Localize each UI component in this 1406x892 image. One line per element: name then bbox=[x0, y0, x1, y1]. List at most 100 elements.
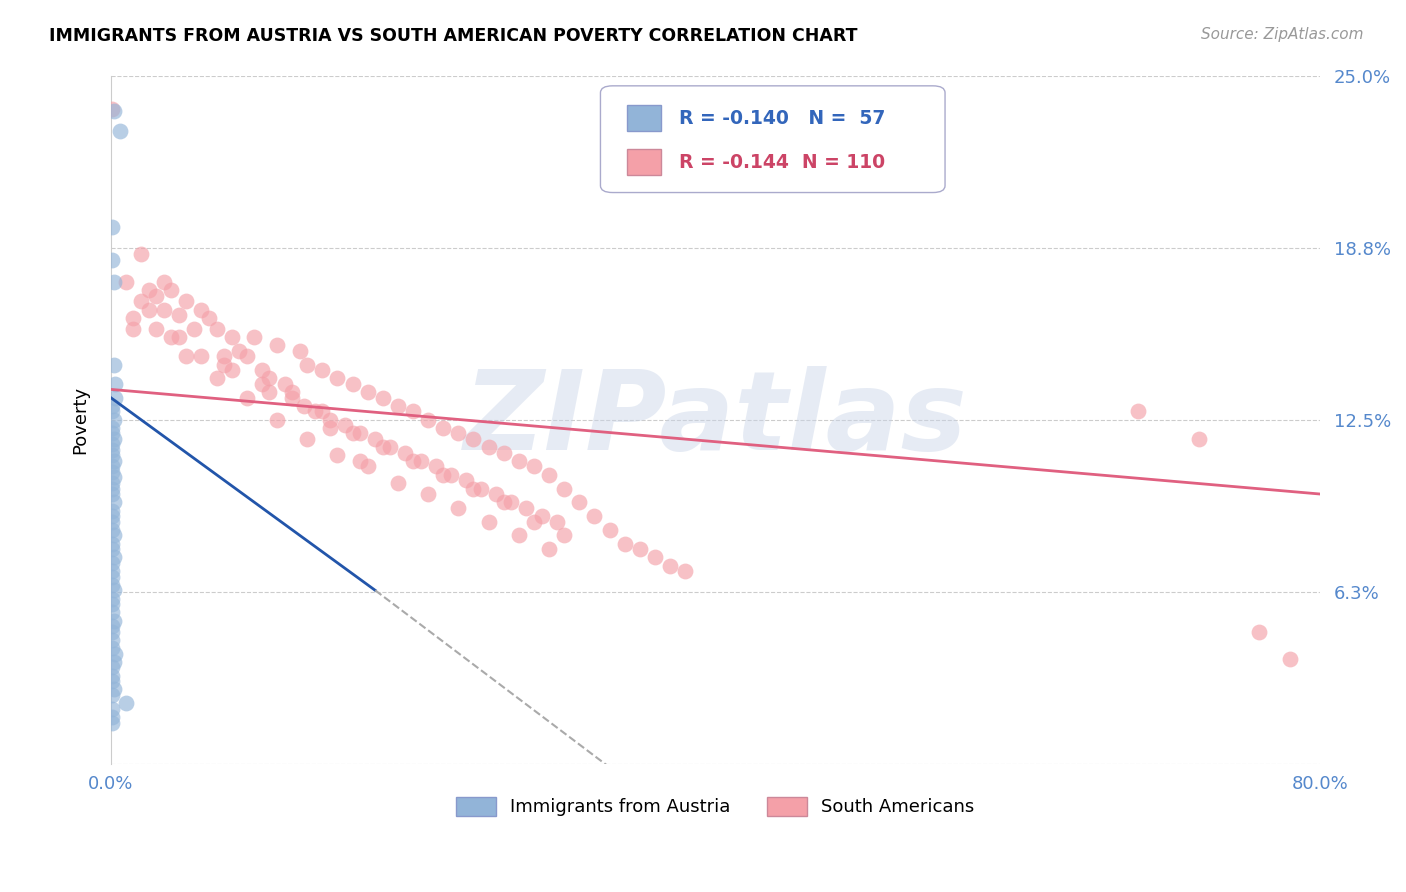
Point bbox=[212, 349, 235, 363]
Point bbox=[311, 404, 333, 418]
Point bbox=[152, 275, 174, 289]
Point bbox=[115, 275, 138, 289]
Point bbox=[115, 696, 138, 710]
Point bbox=[387, 399, 409, 413]
Point bbox=[387, 475, 409, 490]
Point bbox=[342, 376, 364, 391]
Point bbox=[103, 655, 125, 669]
Point bbox=[103, 470, 125, 484]
Point bbox=[478, 515, 501, 529]
Point bbox=[101, 669, 124, 683]
Point bbox=[103, 412, 125, 426]
Point bbox=[205, 322, 228, 336]
Point bbox=[599, 523, 621, 537]
Point bbox=[659, 558, 682, 573]
Point bbox=[103, 454, 125, 468]
Point bbox=[463, 482, 485, 496]
Point bbox=[129, 247, 152, 261]
Point bbox=[508, 528, 530, 542]
Point bbox=[553, 482, 575, 496]
Point bbox=[101, 482, 124, 496]
Point bbox=[432, 467, 454, 482]
Point bbox=[349, 426, 371, 441]
Point bbox=[418, 412, 440, 426]
Point bbox=[101, 606, 124, 620]
Point bbox=[101, 660, 124, 674]
Point bbox=[101, 437, 124, 451]
Point bbox=[281, 385, 304, 400]
Point bbox=[1249, 624, 1271, 639]
FancyBboxPatch shape bbox=[600, 86, 945, 193]
Point bbox=[101, 542, 124, 557]
Point bbox=[101, 449, 124, 463]
Point bbox=[101, 475, 124, 490]
Point bbox=[101, 556, 124, 570]
Point bbox=[101, 252, 124, 267]
Point bbox=[183, 322, 205, 336]
Point bbox=[212, 358, 235, 372]
Point bbox=[515, 500, 537, 515]
Point bbox=[101, 641, 124, 656]
Point bbox=[101, 688, 124, 702]
Point bbox=[103, 550, 125, 565]
Point bbox=[250, 376, 273, 391]
Point bbox=[228, 343, 250, 358]
Point bbox=[357, 385, 380, 400]
Bar bbox=[627, 149, 661, 176]
Bar bbox=[627, 105, 661, 131]
Point bbox=[101, 597, 124, 611]
Point bbox=[250, 363, 273, 377]
Point bbox=[311, 363, 333, 377]
Point bbox=[492, 446, 515, 460]
Point bbox=[101, 715, 124, 730]
Point bbox=[103, 495, 125, 509]
Point bbox=[101, 564, 124, 578]
Point bbox=[297, 432, 319, 446]
Point bbox=[101, 536, 124, 550]
Y-axis label: Poverty: Poverty bbox=[72, 385, 89, 454]
Point bbox=[326, 371, 349, 385]
Point bbox=[145, 289, 167, 303]
Point bbox=[501, 495, 523, 509]
Point bbox=[425, 459, 447, 474]
Point bbox=[236, 391, 259, 405]
Point bbox=[266, 338, 288, 352]
Text: R = -0.140   N =  57: R = -0.140 N = 57 bbox=[679, 109, 886, 128]
Point bbox=[101, 487, 124, 501]
Text: ZIPatlas: ZIPatlas bbox=[464, 367, 967, 473]
Point bbox=[101, 102, 124, 116]
Legend: Immigrants from Austria, South Americans: Immigrants from Austria, South Americans bbox=[449, 789, 981, 823]
Point bbox=[101, 421, 124, 435]
Point bbox=[101, 578, 124, 592]
Point bbox=[198, 310, 221, 325]
Point bbox=[176, 349, 198, 363]
Point bbox=[538, 467, 561, 482]
Point bbox=[236, 349, 259, 363]
Text: R = -0.144  N = 110: R = -0.144 N = 110 bbox=[679, 153, 886, 172]
Point bbox=[523, 459, 546, 474]
Point bbox=[673, 564, 696, 578]
Point bbox=[160, 283, 183, 297]
Point bbox=[492, 495, 515, 509]
Point bbox=[103, 583, 125, 598]
Point bbox=[101, 465, 124, 479]
Point bbox=[101, 523, 124, 537]
Point bbox=[101, 632, 124, 647]
Point bbox=[319, 412, 342, 426]
Point bbox=[101, 503, 124, 517]
Point bbox=[104, 376, 127, 391]
Point bbox=[103, 682, 125, 697]
Point bbox=[470, 482, 492, 496]
Point bbox=[176, 294, 198, 309]
Point bbox=[628, 542, 651, 557]
Point bbox=[568, 495, 591, 509]
Point bbox=[101, 591, 124, 606]
Point bbox=[190, 349, 212, 363]
Point bbox=[553, 528, 575, 542]
Point bbox=[380, 440, 402, 454]
Point bbox=[103, 432, 125, 446]
Text: IMMIGRANTS FROM AUSTRIA VS SOUTH AMERICAN POVERTY CORRELATION CHART: IMMIGRANTS FROM AUSTRIA VS SOUTH AMERICA… bbox=[49, 27, 858, 45]
Point bbox=[371, 440, 394, 454]
Point bbox=[101, 569, 124, 583]
Point bbox=[478, 440, 501, 454]
